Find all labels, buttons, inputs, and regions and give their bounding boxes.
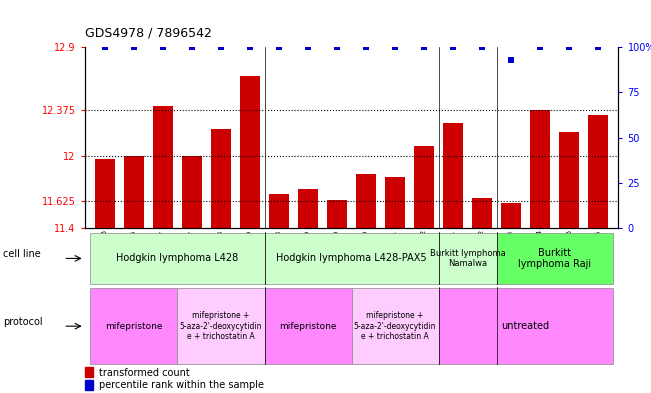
Text: mifepristone +
5-aza-2'-deoxycytidin
e + trichostatin A: mifepristone + 5-aza-2'-deoxycytidin e +… bbox=[353, 311, 436, 341]
FancyBboxPatch shape bbox=[439, 288, 613, 364]
Bar bbox=[327, 200, 347, 228]
FancyBboxPatch shape bbox=[178, 288, 264, 364]
Text: untreated: untreated bbox=[501, 321, 549, 331]
Point bbox=[593, 44, 603, 50]
Bar bbox=[298, 189, 318, 228]
Bar bbox=[501, 203, 521, 228]
Point bbox=[448, 44, 458, 50]
Point bbox=[477, 44, 488, 50]
Point bbox=[564, 44, 574, 50]
Text: cell line: cell line bbox=[3, 250, 41, 259]
FancyBboxPatch shape bbox=[90, 233, 264, 284]
Point bbox=[535, 44, 546, 50]
Text: Burkitt lymphoma
Namalwa: Burkitt lymphoma Namalwa bbox=[430, 249, 505, 268]
FancyBboxPatch shape bbox=[264, 288, 352, 364]
Bar bbox=[588, 115, 608, 228]
FancyBboxPatch shape bbox=[439, 233, 497, 284]
Bar bbox=[530, 110, 550, 228]
Bar bbox=[211, 129, 231, 228]
FancyBboxPatch shape bbox=[90, 288, 178, 364]
Text: Hodgkin lymphoma L428-PAX5: Hodgkin lymphoma L428-PAX5 bbox=[276, 253, 427, 263]
Bar bbox=[414, 146, 434, 228]
Text: percentile rank within the sample: percentile rank within the sample bbox=[98, 380, 264, 390]
Point bbox=[129, 44, 139, 50]
Point bbox=[274, 44, 284, 50]
Text: Hodgkin lymphoma L428: Hodgkin lymphoma L428 bbox=[117, 253, 239, 263]
FancyBboxPatch shape bbox=[264, 233, 439, 284]
Bar bbox=[85, 367, 93, 377]
Bar bbox=[182, 156, 202, 228]
Bar bbox=[95, 159, 115, 228]
Point bbox=[303, 44, 313, 50]
Point bbox=[215, 44, 226, 50]
Point bbox=[506, 57, 516, 63]
Text: protocol: protocol bbox=[3, 317, 43, 327]
Bar bbox=[85, 380, 93, 390]
Text: mifepristone: mifepristone bbox=[279, 322, 337, 331]
Bar bbox=[559, 132, 579, 228]
Point bbox=[390, 44, 400, 50]
Point bbox=[187, 44, 197, 50]
Text: GDS4978 / 7896542: GDS4978 / 7896542 bbox=[85, 26, 212, 39]
Point bbox=[100, 44, 110, 50]
Text: Burkitt
lymphoma Raji: Burkitt lymphoma Raji bbox=[518, 248, 591, 269]
Bar bbox=[240, 76, 260, 228]
Text: mifepristone: mifepristone bbox=[105, 322, 163, 331]
Bar bbox=[153, 106, 173, 228]
FancyBboxPatch shape bbox=[352, 288, 439, 364]
Text: transformed count: transformed count bbox=[98, 367, 189, 378]
FancyBboxPatch shape bbox=[497, 233, 613, 284]
Point bbox=[332, 44, 342, 50]
Bar bbox=[443, 123, 464, 228]
Bar bbox=[356, 174, 376, 228]
Point bbox=[158, 44, 168, 50]
Point bbox=[361, 44, 371, 50]
Bar bbox=[472, 198, 492, 228]
Text: mifepristone +
5-aza-2'-deoxycytidin
e + trichostatin A: mifepristone + 5-aza-2'-deoxycytidin e +… bbox=[180, 311, 262, 341]
Bar bbox=[124, 156, 144, 228]
Bar bbox=[269, 194, 289, 228]
Point bbox=[419, 44, 429, 50]
Bar bbox=[385, 177, 405, 228]
Point bbox=[245, 44, 255, 50]
